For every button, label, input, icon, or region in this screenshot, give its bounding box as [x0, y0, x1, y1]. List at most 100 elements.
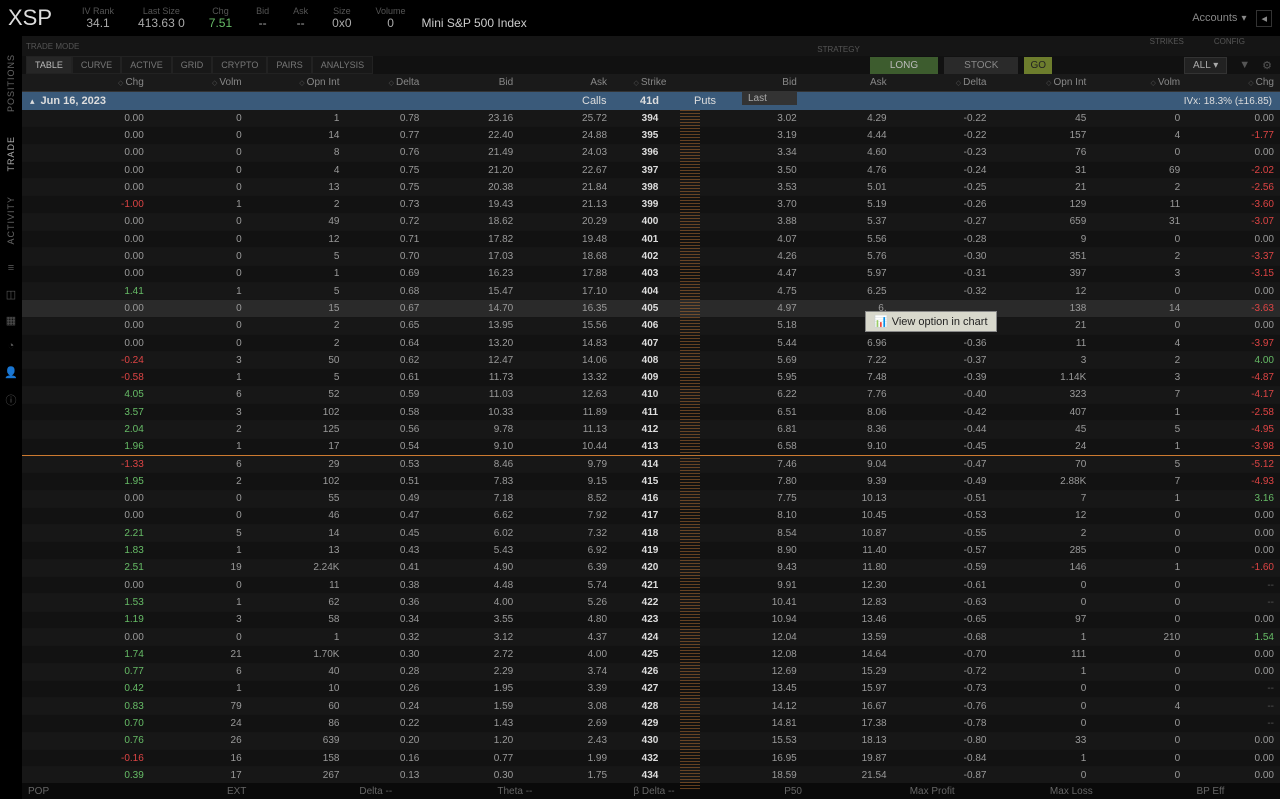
put-cell[interactable]: 1	[1092, 407, 1186, 418]
call-cell[interactable]: 24	[150, 718, 248, 729]
call-cell[interactable]: 1	[150, 441, 248, 452]
filter-icon[interactable]: ▼	[1239, 59, 1250, 71]
put-cell[interactable]: 8.06	[803, 407, 893, 418]
col-puts-bid[interactable]: Bid	[693, 77, 803, 88]
call-cell[interactable]: 0.39	[22, 770, 150, 781]
put-cell[interactable]: -0.76	[893, 701, 993, 712]
put-cell[interactable]: 13.46	[803, 614, 893, 625]
call-cell[interactable]: 0	[150, 234, 248, 245]
call-cell[interactable]: 0.58	[345, 407, 425, 418]
put-cell[interactable]: 4.76	[803, 165, 893, 176]
put-cell[interactable]: -0.59	[893, 562, 993, 573]
put-cell[interactable]: -3.07	[1186, 216, 1280, 227]
put-cell[interactable]: 7.46	[693, 459, 803, 470]
put-cell[interactable]: -0.65	[893, 614, 993, 625]
put-cell[interactable]: 4	[1092, 701, 1186, 712]
call-cell[interactable]: 8	[248, 147, 346, 158]
call-cell[interactable]: -0.16	[22, 753, 150, 764]
call-cell[interactable]: 60	[248, 701, 346, 712]
call-cell[interactable]: 158	[248, 753, 346, 764]
put-cell[interactable]: -0.40	[893, 389, 993, 400]
put-cell[interactable]: 14.81	[693, 718, 803, 729]
expiry-row[interactable]: ▴ Jun 16, 2023 Calls 41d Puts IVx: 18.3%…	[22, 92, 1280, 110]
sub-tab-analysis[interactable]: ANALYSIS	[312, 56, 373, 74]
put-cell[interactable]: 12.30	[803, 580, 893, 591]
option-row[interactable]: 0.00010.6916.2317.884034.475.97-0.313973…	[22, 266, 1280, 283]
put-cell[interactable]: 0.00	[1186, 545, 1280, 556]
col-calls-ask[interactable]: Ask	[519, 77, 613, 88]
put-cell[interactable]: -0.24	[893, 165, 993, 176]
put-cell[interactable]: 4.75	[693, 286, 803, 297]
put-cell[interactable]: 4	[1092, 338, 1186, 349]
option-row[interactable]: 1.74211.70K0.302.724.0042512.0814.64-0.7…	[22, 646, 1280, 663]
option-row[interactable]: -1.00120.7319.4321.133993.705.19-0.26129…	[22, 196, 1280, 213]
call-cell[interactable]: 0	[150, 147, 248, 158]
put-cell[interactable]: 1	[992, 632, 1092, 643]
put-cell[interactable]: 7	[992, 493, 1092, 504]
call-cell[interactable]: 11.03	[425, 389, 519, 400]
call-cell[interactable]: 4.90	[425, 562, 519, 573]
option-row[interactable]: 0.000130.7520.3821.843983.535.01-0.25212…	[22, 179, 1280, 196]
call-cell[interactable]: 1	[248, 268, 346, 279]
put-cell[interactable]: 97	[992, 614, 1092, 625]
call-cell[interactable]: 2.24K	[248, 562, 346, 573]
call-cell[interactable]: 0.22	[345, 718, 425, 729]
put-cell[interactable]: 24	[992, 441, 1092, 452]
option-row[interactable]: 0.00080.7621.4924.033963.344.60-0.237600…	[22, 145, 1280, 162]
put-cell[interactable]: 6.58	[693, 441, 803, 452]
call-cell[interactable]: 0.38	[345, 580, 425, 591]
put-cell[interactable]: -0.57	[893, 545, 993, 556]
put-cell[interactable]: 4.07	[693, 234, 803, 245]
call-cell[interactable]: 11.89	[519, 407, 613, 418]
call-cell[interactable]: 1.83	[22, 545, 150, 556]
option-row[interactable]: 0.7024860.221.432.6942914.8117.38-0.7800…	[22, 715, 1280, 732]
option-row[interactable]: -0.58150.6111.7313.324095.957.48-0.391.1…	[22, 369, 1280, 386]
put-cell[interactable]: -3.37	[1186, 251, 1280, 262]
put-cell[interactable]: -0.28	[893, 234, 993, 245]
call-cell[interactable]: 5.26	[519, 597, 613, 608]
put-cell[interactable]: 157	[992, 130, 1092, 141]
put-cell[interactable]: 5.69	[693, 355, 803, 366]
call-cell[interactable]: 49	[248, 216, 346, 227]
option-row[interactable]: 0.00050.7017.0318.684024.265.76-0.303512…	[22, 248, 1280, 265]
put-cell[interactable]: 14.12	[693, 701, 803, 712]
col-strike[interactable]: ◇Strike	[613, 77, 693, 88]
put-cell[interactable]: -0.73	[893, 683, 993, 694]
call-cell[interactable]: 17	[150, 770, 248, 781]
col-puts-volm[interactable]: ◇Volm	[1092, 77, 1186, 88]
put-cell[interactable]: 2	[1092, 355, 1186, 366]
put-cell[interactable]: 15.97	[803, 683, 893, 694]
put-cell[interactable]: 129	[992, 199, 1092, 210]
put-cell[interactable]: -0.61	[893, 580, 993, 591]
option-row[interactable]: 0.76266390.201.202.4343015.5318.13-0.803…	[22, 733, 1280, 750]
put-cell[interactable]: 11	[1092, 199, 1186, 210]
call-cell[interactable]: 16	[150, 753, 248, 764]
put-cell[interactable]: 8.36	[803, 424, 893, 435]
put-cell[interactable]: 4.00	[1186, 355, 1280, 366]
put-cell[interactable]: 210	[1092, 632, 1186, 643]
put-cell[interactable]: 0	[1092, 753, 1186, 764]
call-cell[interactable]: 0.00	[22, 130, 150, 141]
put-cell[interactable]: 5.18	[693, 320, 803, 331]
call-cell[interactable]: 0.16	[345, 753, 425, 764]
option-row[interactable]: 1.9521020.517.839.154157.809.39-0.492.88…	[22, 473, 1280, 490]
put-cell[interactable]: 2	[992, 528, 1092, 539]
put-cell[interactable]: -0.45	[893, 441, 993, 452]
call-cell[interactable]: 2.69	[519, 718, 613, 729]
put-cell[interactable]: 0	[1092, 320, 1186, 331]
call-cell[interactable]: 0.30	[425, 770, 519, 781]
put-cell[interactable]: 15.29	[803, 666, 893, 677]
call-cell[interactable]: 4.48	[425, 580, 519, 591]
grid-icon[interactable]: ▦	[4, 314, 18, 328]
call-cell[interactable]: 1	[150, 597, 248, 608]
call-cell[interactable]: 10	[248, 683, 346, 694]
call-cell[interactable]: 0.00	[22, 320, 150, 331]
call-cell[interactable]: 2	[150, 424, 248, 435]
call-cell[interactable]: 7.32	[519, 528, 613, 539]
call-cell[interactable]: 6.39	[519, 562, 613, 573]
call-cell[interactable]: 18.68	[519, 251, 613, 262]
call-cell[interactable]: 8.46	[425, 459, 519, 470]
call-cell[interactable]: 2.29	[425, 666, 519, 677]
call-cell[interactable]: 0.65	[345, 320, 425, 331]
call-cell[interactable]: 3	[150, 355, 248, 366]
